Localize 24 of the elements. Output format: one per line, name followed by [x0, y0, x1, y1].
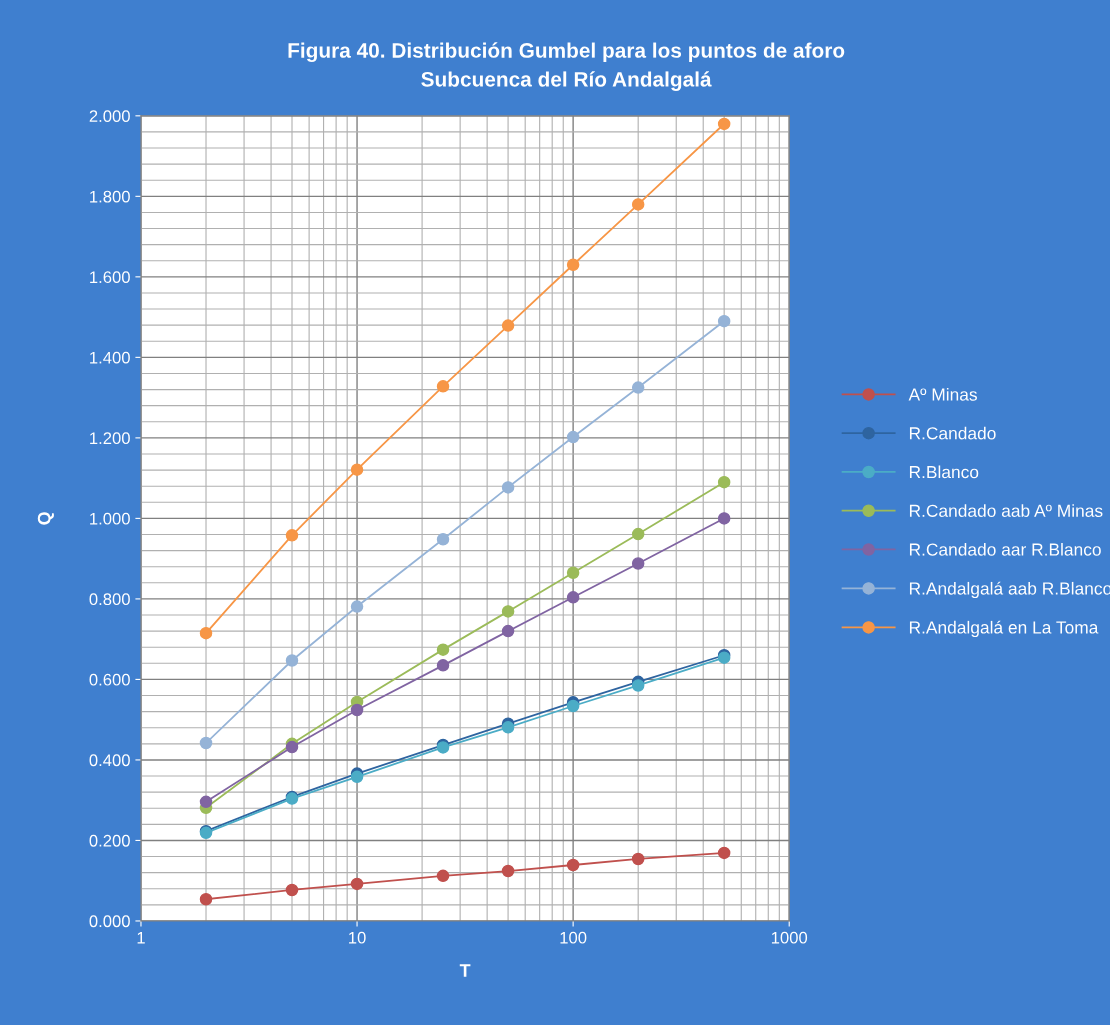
legend-label: R.Candado aar R.Blanco: [909, 542, 1101, 556]
y-tick-label: 0.400: [89, 754, 130, 767]
y-tick-label: 1.800: [90, 190, 130, 203]
y-tick-label: 1.200: [90, 432, 130, 445]
chart-title: Figura 40. Distribución Gumbel para los puntos de aforo Subcuenca del Río Andalgalá: [288, 42, 845, 91]
x-axis-title: T: [459, 964, 471, 977]
y-axis-title: Q: [37, 512, 54, 525]
legend-label: R.Andalgalá en La Toma: [909, 620, 1099, 638]
y-tick-label: 1.600: [90, 271, 130, 284]
legend-label: Aº Minas: [908, 387, 977, 401]
x-tick-label: 1: [137, 931, 145, 944]
y-tick-label: 0.800: [89, 593, 130, 606]
y-tick-label: 0.200: [89, 834, 130, 847]
y-tick-label: 2.000: [89, 110, 130, 123]
legend-label: R.Candado: [909, 426, 996, 440]
y-tick-label: 1.400: [90, 351, 130, 364]
y-tick-label: 0.000: [89, 915, 130, 928]
y-tick-label: 1.000: [90, 512, 130, 525]
y-tick-label: 0.600: [89, 673, 130, 686]
x-tick-label: 10: [349, 931, 366, 944]
x-tick-label: 100: [560, 931, 587, 944]
legend-label: R.Blanco: [909, 465, 979, 479]
x-tick-label: 1000: [771, 931, 808, 944]
legend-label: R.Candado aab Aº Minas: [909, 504, 1103, 517]
